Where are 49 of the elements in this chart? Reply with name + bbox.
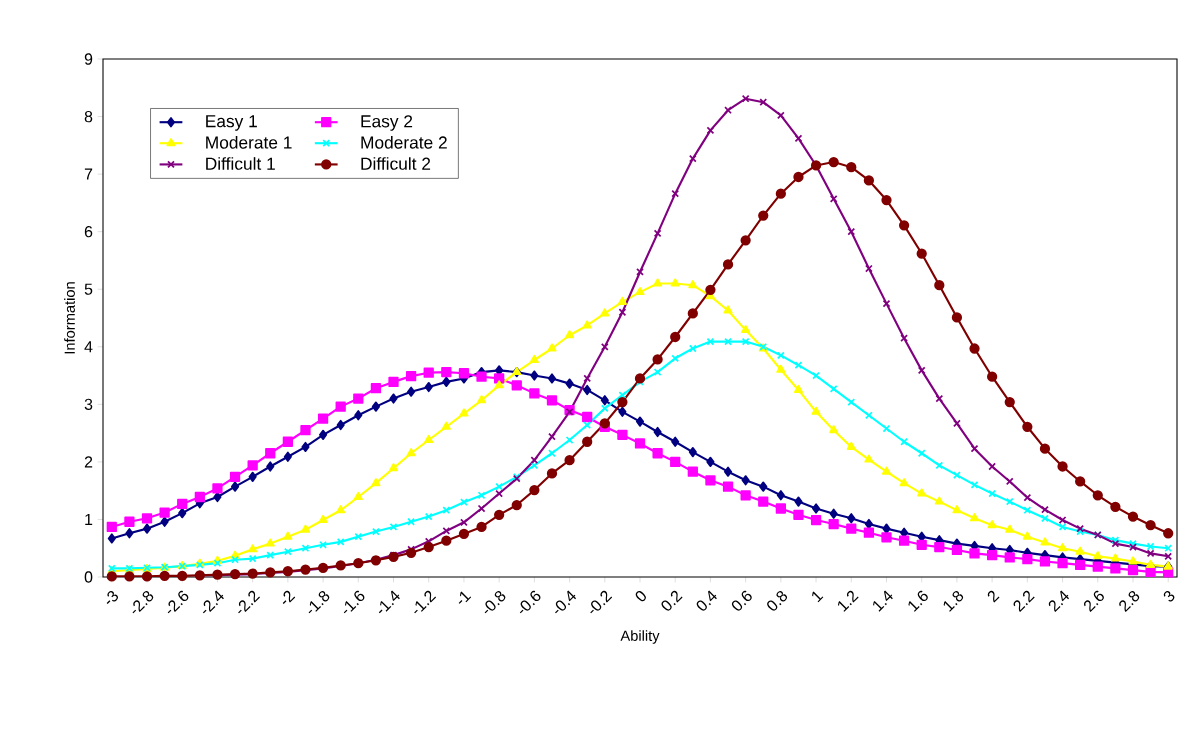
x-tick-label: 2.8 [1119, 590, 1140, 613]
x-tick-label: 0.6 [731, 590, 752, 611]
x-tick-label: 0.8 [767, 590, 788, 611]
x-tick-label: -2 [282, 590, 296, 604]
y-tick-label: 1 [85, 513, 93, 525]
x-tick-label: -1.6 [343, 590, 365, 614]
x-tick-label: -0.4 [555, 590, 577, 614]
legend-label: Difficult 1 [206, 157, 275, 170]
x-tick-label: -0.2 [590, 590, 613, 614]
x-tick-label: -2.8 [132, 590, 154, 614]
x-tick-label: 1 [812, 591, 824, 603]
y-tick-label: 7 [84, 168, 93, 180]
y-tick-label: 2 [84, 456, 93, 468]
x-tick-label: 1.2 [838, 590, 859, 612]
x-tick-label: -3 [106, 590, 119, 604]
legend-label: Moderate 1 [206, 135, 292, 149]
x-tick-label: -1.2 [414, 590, 437, 614]
x-tick-label: 0.4 [696, 590, 717, 611]
y-axis-title: Information [64, 282, 75, 354]
x-tick-label: -2.4 [202, 590, 224, 614]
legend-label: Easy 1 [206, 115, 257, 131]
x-tick-label: 2.6 [1083, 590, 1104, 613]
x-tick-label: 3 [1163, 590, 1175, 602]
x-tick-label: 1.4 [873, 590, 893, 612]
y-tick-label: 5 [84, 283, 93, 295]
x-tick-label: -1 [458, 591, 472, 604]
x-tick-label: -0.8 [484, 590, 506, 614]
x-tick-label: -0.6 [519, 590, 541, 614]
legend-label: Difficult 2 [361, 157, 431, 170]
y-tick-label: 8 [84, 110, 93, 123]
x-tick-label: 2.4 [1048, 590, 1070, 613]
y-tick-label: 6 [84, 226, 93, 238]
y-tick-label: 3 [84, 398, 93, 410]
legend-label: Moderate 2 [361, 135, 447, 149]
x-tick-label: -1.4 [378, 590, 400, 614]
x-tick-label: 2.2 [1013, 590, 1035, 613]
x-tick-label: -2.6 [167, 590, 189, 614]
legend-label: Easy 2 [361, 115, 413, 131]
x-tick-label: 2 [987, 590, 1000, 603]
y-tick-label: 9 [84, 53, 93, 65]
x-tick-label: 1.6 [908, 590, 928, 612]
y-tick-label: 0 [84, 571, 93, 583]
y-tick-label: 4 [84, 341, 93, 353]
x-tick-label: 0.2 [661, 590, 683, 611]
x-tick-label: 1.8 [943, 590, 964, 612]
x-tick-label: -1.8 [308, 590, 330, 614]
x-axis-title: Ability [620, 630, 660, 644]
x-tick-label: 0 [635, 591, 646, 602]
x-tick-label: -2.2 [238, 590, 260, 614]
